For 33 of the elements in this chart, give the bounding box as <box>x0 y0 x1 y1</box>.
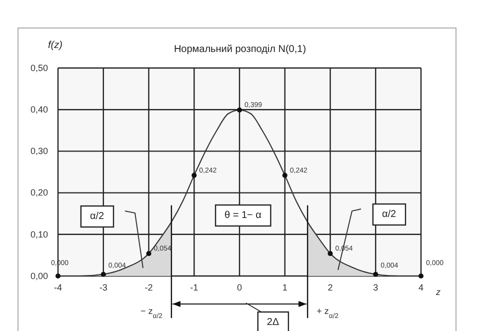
chart-title: Нормальний розподіл N(0,1) <box>174 44 306 55</box>
point <box>55 273 61 279</box>
y-tick-label: 0,50 <box>30 62 48 73</box>
point <box>192 172 197 178</box>
y-tick-label: 0,20 <box>30 188 48 198</box>
annotation: α/2 <box>382 209 396 220</box>
y-tick-label: 0,10 <box>30 229 48 240</box>
point <box>146 251 152 256</box>
y-tick-label: 0,00 <box>30 270 48 281</box>
x-tick-label: -2 <box>144 282 153 292</box>
annotation: θ = 1− α <box>224 210 262 221</box>
x-tick-label: 1 <box>282 282 288 292</box>
point <box>328 251 333 256</box>
point <box>236 108 242 113</box>
point <box>282 172 288 178</box>
x-axis-title: z <box>435 287 441 297</box>
point <box>418 273 424 279</box>
point <box>100 272 106 277</box>
x-tick-label: 0 <box>236 282 242 292</box>
x-tick-label: 3 <box>373 282 378 292</box>
text: 2Δ <box>266 317 280 328</box>
x-tick-label: 4 <box>418 282 424 292</box>
y-tick-label: 0,30 <box>30 146 48 156</box>
x-tick-label: -3 <box>99 282 108 292</box>
annotation: α/2 <box>90 211 104 222</box>
x-tick-label: -4 <box>54 282 62 292</box>
ref-line-label: − z$_{α/2}$ <box>140 306 163 320</box>
x-tick-label: -1 <box>190 282 198 292</box>
ref-line-label: + z$_{α/2}$ <box>316 306 339 320</box>
x-tick-label: 2 <box>328 282 333 292</box>
y-tick-label: 0,40 <box>30 104 48 114</box>
y-axis-title: f(z) <box>48 40 62 51</box>
point <box>373 272 378 277</box>
